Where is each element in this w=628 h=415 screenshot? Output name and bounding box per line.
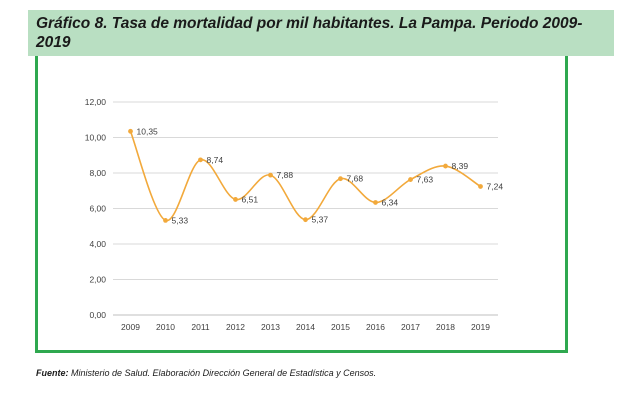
chart-frame: 0,00 2,00 4,00 6,00 8,00 10,00 12,00 2009 2010 20… <box>35 56 568 353</box>
data-point <box>338 176 343 182</box>
x-tick-label: 2016 <box>366 322 385 332</box>
y-tick-label: 2,00 <box>89 275 106 285</box>
data-label: 7,63 <box>417 175 434 185</box>
data-point <box>198 157 203 163</box>
data-point <box>268 172 273 178</box>
data-label: 10,35 <box>137 126 159 136</box>
data-point <box>233 197 238 202</box>
y-tick-label: 10,00 <box>85 133 107 143</box>
x-tick-label: 2012 <box>226 322 245 332</box>
x-tick-label: 2009 <box>121 322 140 332</box>
series-line <box>129 130 481 222</box>
source-label: Fuente: <box>36 368 69 378</box>
y-tick-label: 8,00 <box>89 168 106 178</box>
data-point <box>373 200 378 205</box>
x-tick-label: 2015 <box>331 322 350 332</box>
data-label: 8,39 <box>452 161 469 171</box>
data-point <box>478 184 483 189</box>
data-point <box>128 128 133 134</box>
data-point <box>408 177 413 182</box>
data-label: 8,74 <box>207 155 224 165</box>
data-label: 7,24 <box>487 181 504 191</box>
y-tick-label: 12,00 <box>85 97 107 107</box>
data-label: 5,33 <box>172 215 189 225</box>
data-label: 6,34 <box>382 197 399 207</box>
title-band <box>28 10 614 56</box>
y-tick-label: 0,00 <box>89 310 106 320</box>
x-tick-label: 2010 <box>156 322 175 332</box>
data-label: 7,68 <box>347 174 364 184</box>
x-tick-label: 2017 <box>401 322 420 332</box>
source-text: Ministerio de Salud. Elaboración Direcci… <box>68 368 377 378</box>
data-label: 5,37 <box>312 215 329 225</box>
data-point <box>163 217 168 223</box>
x-tick-label: 2019 <box>471 322 490 332</box>
data-label: 7,88 <box>277 170 294 180</box>
x-tick-label: 2014 <box>296 322 315 332</box>
x-tick-label: 2018 <box>436 322 455 332</box>
y-tick-label: 6,00 <box>89 204 106 214</box>
x-tick-label: 2013 <box>261 322 280 332</box>
y-tick-label: 4,00 <box>89 239 106 249</box>
data-point <box>443 163 448 169</box>
data-point <box>303 217 308 223</box>
chart-title: Gráfico 8. Tasa de mortalidad por mil ha… <box>36 15 583 51</box>
source-note: Fuente: Ministerio de Salud. Elaboración… <box>36 368 376 378</box>
data-label: 6,51 <box>242 194 259 204</box>
line-chart: 0,00 2,00 4,00 6,00 8,00 10,00 12,00 2009 2010 20… <box>85 97 504 332</box>
x-tick-label: 2011 <box>191 322 210 332</box>
